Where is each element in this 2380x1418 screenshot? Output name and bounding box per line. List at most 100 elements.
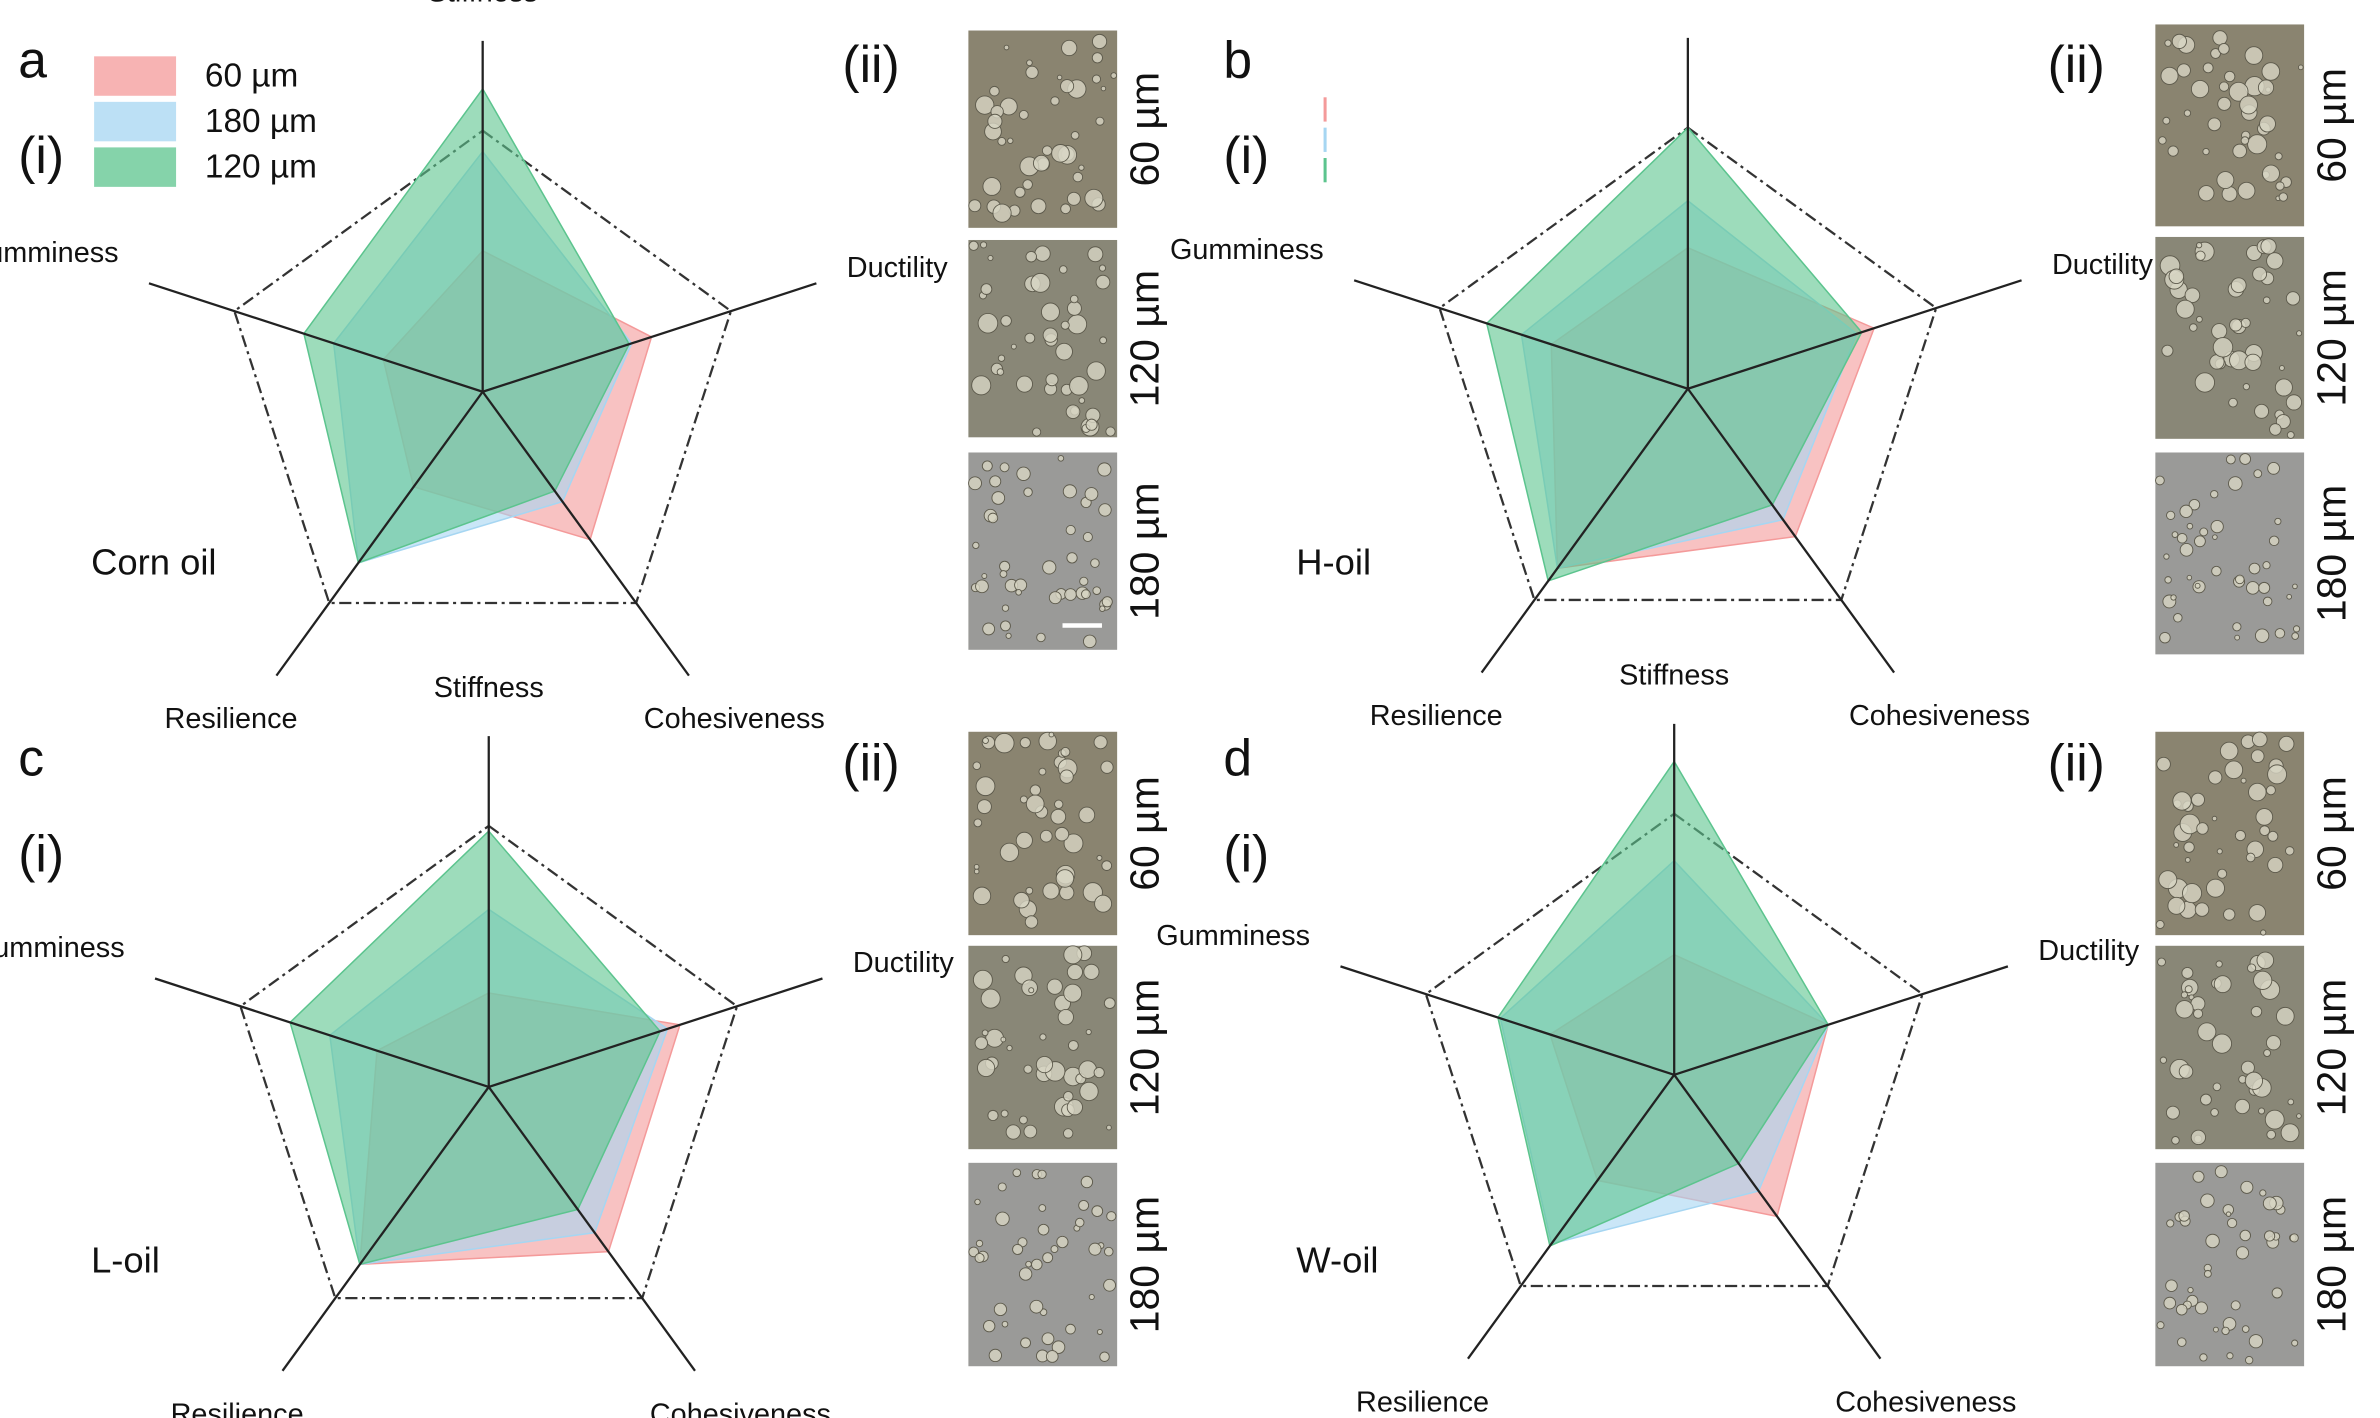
droplet xyxy=(2184,287,2201,304)
droplet xyxy=(2248,904,2267,922)
droplet xyxy=(2248,1334,2264,1349)
droplet xyxy=(1055,869,1075,888)
droplet xyxy=(2210,519,2224,534)
axis-line xyxy=(281,1086,490,1372)
droplet xyxy=(989,85,1000,97)
droplet xyxy=(1029,784,1042,796)
legend-label: 60 µm xyxy=(205,57,298,94)
droplet xyxy=(2214,1165,2228,1179)
droplet xyxy=(2268,535,2280,547)
axis-label: Gumminess xyxy=(0,237,119,269)
droplet xyxy=(2193,1008,2204,1019)
droplet xyxy=(2210,490,2219,499)
droplet xyxy=(2166,510,2176,520)
droplet xyxy=(1051,1340,1066,1354)
part-label: (i) xyxy=(18,126,64,184)
droplet xyxy=(2195,315,2203,323)
droplet xyxy=(2248,562,2261,575)
droplet xyxy=(2207,117,2222,132)
droplet xyxy=(1048,731,1055,738)
droplet xyxy=(2181,966,2194,979)
droplet xyxy=(983,1319,996,1333)
droplet xyxy=(1099,1351,1110,1362)
droplet xyxy=(2203,1269,2212,1278)
droplet xyxy=(2296,1113,2302,1119)
droplet xyxy=(972,541,980,550)
droplet xyxy=(2164,576,2172,584)
droplet xyxy=(2260,929,2267,936)
droplet xyxy=(987,113,1003,129)
droplet xyxy=(2257,79,2275,96)
axis-label: Stiffness xyxy=(1619,660,1729,692)
legend-swatch xyxy=(1323,158,1327,183)
axis-label: Resilience xyxy=(171,1398,304,1418)
part-label: (i) xyxy=(1223,126,1269,184)
droplet xyxy=(1001,604,1010,612)
droplet xyxy=(1098,503,1112,517)
droplet xyxy=(2253,469,2263,479)
droplet xyxy=(2240,317,2251,328)
droplet xyxy=(2218,43,2230,55)
droplet xyxy=(2202,147,2210,156)
droplet xyxy=(2286,593,2292,600)
droplet xyxy=(2218,81,2230,92)
droplet xyxy=(2228,476,2243,491)
droplet xyxy=(2224,70,2236,83)
droplet xyxy=(2177,1337,2187,1347)
droplet xyxy=(994,732,1015,754)
panel-label: a xyxy=(18,31,47,89)
droplet xyxy=(2250,1005,2263,1018)
droplet xyxy=(2225,454,2236,465)
droplet xyxy=(974,1036,989,1050)
droplet xyxy=(1056,74,1063,81)
droplet xyxy=(2274,628,2286,639)
droplet xyxy=(1041,1332,1055,1346)
droplet xyxy=(1091,52,1103,64)
droplet xyxy=(2279,365,2285,371)
droplet xyxy=(2178,1064,2194,1079)
droplet xyxy=(1030,272,1051,293)
droplet xyxy=(1091,1205,1104,1218)
droplet xyxy=(2162,116,2171,125)
droplet xyxy=(1039,829,1053,843)
droplet xyxy=(2275,181,2285,191)
droplet xyxy=(1014,186,1026,198)
axis-label: Ductility xyxy=(2052,249,2153,281)
droplet xyxy=(1060,747,1071,757)
droplet xyxy=(1001,1320,1009,1328)
droplet xyxy=(973,863,980,870)
droplet xyxy=(2232,143,2247,159)
droplet xyxy=(2200,1093,2212,1106)
droplet xyxy=(1088,1242,1102,1256)
axis-label: Gumminess xyxy=(1156,920,1310,952)
droplet xyxy=(1072,171,1084,183)
droplet xyxy=(2240,1180,2254,1194)
droplet xyxy=(1066,191,1081,206)
droplet xyxy=(1090,558,1100,568)
axis-label: Resilience xyxy=(165,703,298,735)
micrograph xyxy=(968,1162,1118,1367)
droplet xyxy=(2289,1233,2299,1243)
droplet xyxy=(1100,85,1107,92)
droplet xyxy=(1103,1278,1116,1292)
droplet xyxy=(974,1198,981,1206)
droplet xyxy=(2159,631,2171,644)
droplet xyxy=(999,462,1010,473)
micrograph xyxy=(2155,1162,2305,1367)
droplet xyxy=(1038,767,1047,776)
axis-label: Resilience xyxy=(1356,1386,1489,1418)
droplet xyxy=(1025,1260,1032,1268)
droplet xyxy=(2252,266,2268,282)
droplet xyxy=(2263,1230,2276,1242)
droplet xyxy=(1038,1204,1047,1212)
droplet xyxy=(2260,238,2277,255)
droplet xyxy=(1019,737,1031,749)
droplet xyxy=(2291,1339,2299,1347)
droplet xyxy=(1069,376,1089,396)
droplet xyxy=(1018,1267,1033,1281)
droplet xyxy=(977,312,999,334)
droplet xyxy=(1091,33,1108,50)
axis-line xyxy=(1467,1074,1676,1360)
droplet xyxy=(1063,833,1084,854)
